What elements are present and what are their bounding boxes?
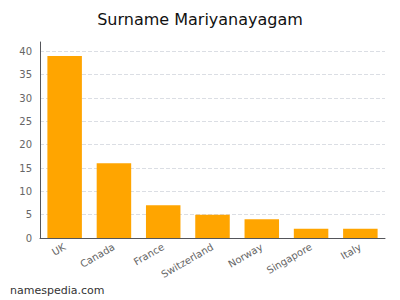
svg-text:10: 10 xyxy=(19,186,32,197)
svg-text:0: 0 xyxy=(26,233,32,244)
svg-text:namespedia.com: namespedia.com xyxy=(10,284,104,297)
svg-text:40: 40 xyxy=(19,46,32,57)
svg-text:30: 30 xyxy=(19,93,32,104)
svg-text:20: 20 xyxy=(19,139,32,150)
svg-text:Surname Mariyanayagam: Surname Mariyanayagam xyxy=(97,10,303,29)
svg-text:15: 15 xyxy=(19,163,32,174)
svg-text:5: 5 xyxy=(26,209,32,220)
svg-text:Canada: Canada xyxy=(78,241,116,270)
svg-text:Switzerland: Switzerland xyxy=(159,241,215,280)
svg-text:Singapore: Singapore xyxy=(265,241,314,276)
svg-text:Italy: Italy xyxy=(339,241,363,261)
svg-text:35: 35 xyxy=(19,69,32,80)
svg-text:UK: UK xyxy=(50,241,68,258)
svg-text:France: France xyxy=(132,241,166,267)
svg-text:Norway: Norway xyxy=(226,241,264,270)
svg-text:25: 25 xyxy=(19,116,32,127)
